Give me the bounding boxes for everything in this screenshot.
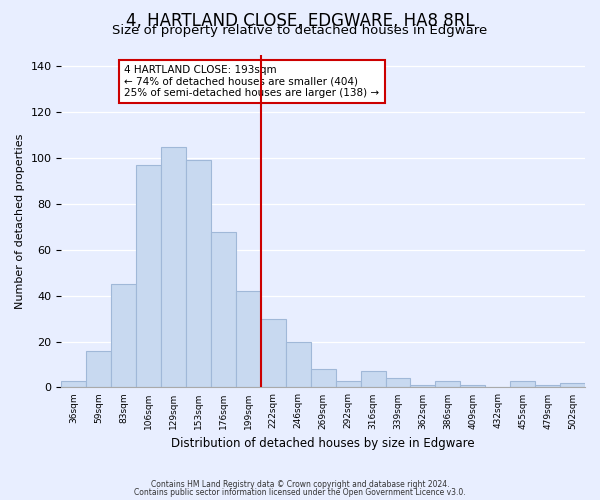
Bar: [436, 380, 460, 388]
Bar: [311, 369, 335, 388]
Text: 4 HARTLAND CLOSE: 193sqm
← 74% of detached houses are smaller (404)
25% of semi-: 4 HARTLAND CLOSE: 193sqm ← 74% of detach…: [124, 65, 379, 98]
Bar: [61, 380, 86, 388]
Bar: [535, 385, 560, 388]
Bar: [386, 378, 410, 388]
Bar: [111, 284, 136, 388]
Bar: [261, 318, 286, 388]
Bar: [560, 383, 585, 388]
Bar: [460, 385, 485, 388]
Bar: [186, 160, 211, 388]
Text: Size of property relative to detached houses in Edgware: Size of property relative to detached ho…: [112, 24, 488, 37]
Bar: [286, 342, 311, 388]
Bar: [136, 165, 161, 388]
Text: 4, HARTLAND CLOSE, EDGWARE, HA8 8RL: 4, HARTLAND CLOSE, EDGWARE, HA8 8RL: [125, 12, 475, 30]
Bar: [410, 385, 436, 388]
Bar: [86, 350, 111, 388]
Bar: [510, 380, 535, 388]
Text: Contains public sector information licensed under the Open Government Licence v3: Contains public sector information licen…: [134, 488, 466, 497]
Bar: [361, 372, 386, 388]
Bar: [236, 291, 261, 388]
Bar: [211, 232, 236, 388]
Text: Contains HM Land Registry data © Crown copyright and database right 2024.: Contains HM Land Registry data © Crown c…: [151, 480, 449, 489]
X-axis label: Distribution of detached houses by size in Edgware: Distribution of detached houses by size …: [172, 437, 475, 450]
Y-axis label: Number of detached properties: Number of detached properties: [15, 134, 25, 309]
Bar: [161, 146, 186, 388]
Bar: [335, 380, 361, 388]
